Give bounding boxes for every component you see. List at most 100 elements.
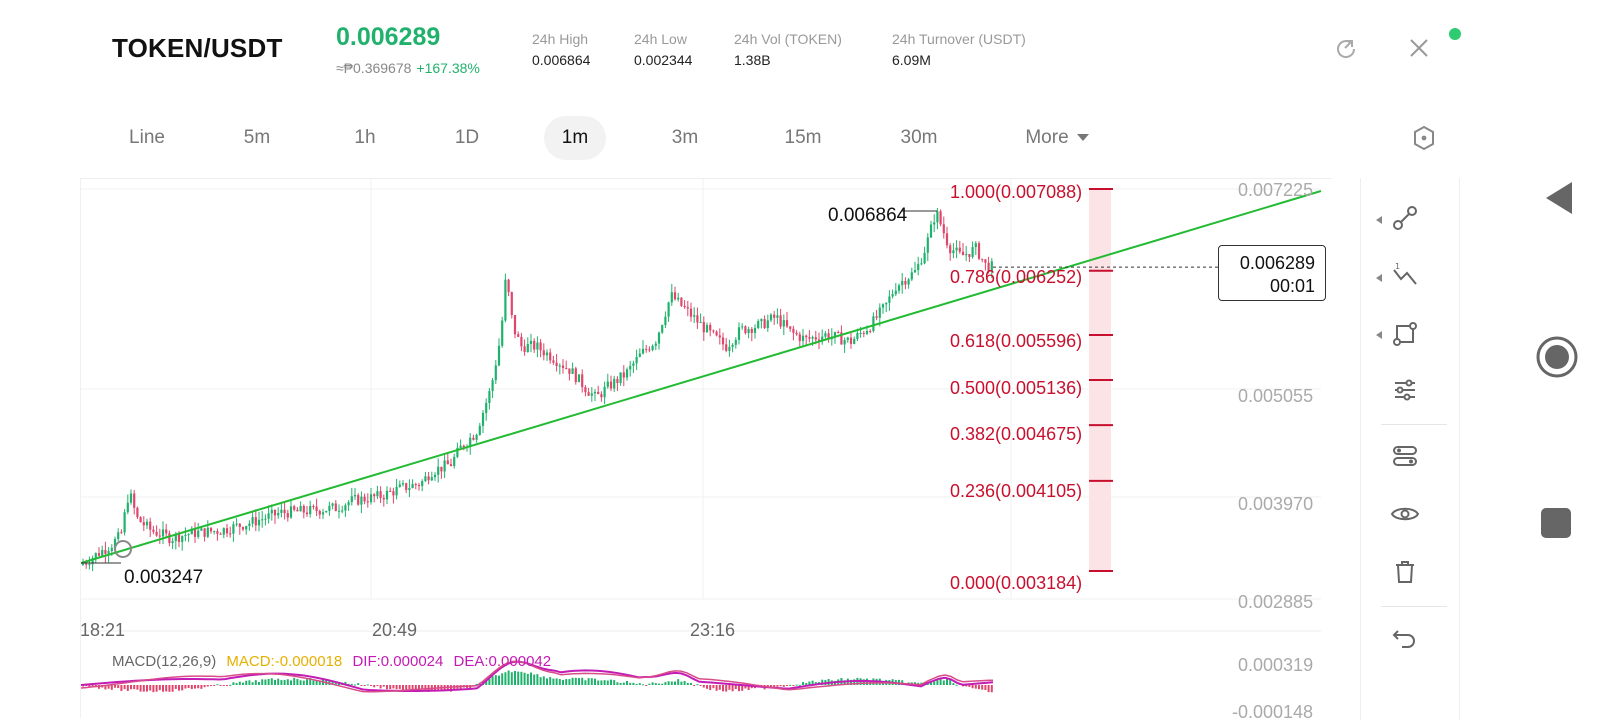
stat-volume: 24h Vol (TOKEN) 1.38B [734, 31, 842, 68]
stat-high: 24h High 0.006864 [532, 31, 590, 68]
stat-label: 24h High [532, 31, 589, 47]
candle-body [875, 316, 878, 318]
visibility-eye-icon[interactable] [1389, 498, 1421, 530]
candle-body [91, 558, 94, 565]
candle-body [603, 386, 606, 398]
macd-histogram-bar [635, 683, 638, 685]
expand-caret-icon[interactable] [1376, 216, 1382, 224]
macd-histogram-bar [123, 685, 126, 690]
macd-histogram-bar [366, 684, 369, 686]
candle-body [795, 332, 798, 335]
macd-dea-line [81, 660, 994, 693]
expand-caret-icon[interactable] [1376, 274, 1382, 282]
macd-histogram-bar [354, 684, 356, 686]
trendline-tool-icon[interactable] [1389, 202, 1421, 234]
candle-body [577, 374, 581, 383]
macd-histogram-bar [776, 685, 779, 687]
macd-histogram-bar [344, 681, 347, 685]
candle-body [443, 460, 446, 472]
style-settings-icon[interactable] [1389, 440, 1421, 472]
current-price: 0.006289 [1239, 253, 1315, 273]
candlestick-chart[interactable] [81, 179, 1333, 719]
candle-body [280, 509, 283, 513]
y-tick: 0.002885 [1238, 592, 1314, 612]
macd-histogram-bar [142, 685, 145, 692]
tab-more[interactable]: More [1012, 116, 1102, 160]
candle-body [501, 320, 504, 346]
tool-separator [1381, 424, 1447, 425]
macd-histogram-bar [674, 681, 676, 685]
tab-1d[interactable]: 1D [454, 127, 480, 148]
macd-histogram-bar [254, 680, 257, 685]
candle-body [101, 550, 104, 556]
candle-body [318, 511, 321, 515]
indicator-settings-icon[interactable] [1389, 374, 1421, 406]
tab-5m[interactable]: 5m [243, 127, 271, 148]
candle-body [440, 466, 443, 472]
candle-body [158, 535, 161, 537]
back-nav-icon[interactable] [1540, 178, 1576, 218]
tab-1m[interactable]: 1m [544, 116, 606, 160]
candle-body [190, 528, 193, 535]
home-nav-icon[interactable] [1534, 334, 1580, 380]
candle-body [654, 343, 657, 346]
candle-body [392, 491, 395, 496]
macd-histogram-bar [418, 685, 420, 691]
macd-histogram-bar [146, 685, 148, 692]
recents-nav-icon[interactable] [1538, 505, 1574, 541]
candle-body [565, 367, 568, 369]
fib-tool-icon[interactable]: 1 [1389, 260, 1421, 292]
macd-histogram-bar [901, 680, 904, 685]
candle-body [958, 247, 961, 252]
refresh-icon[interactable] [1333, 36, 1359, 62]
candle-body [222, 528, 225, 535]
fib-level: 0.786(0.006252) [950, 267, 1083, 287]
macd-histogram-bar [613, 680, 616, 685]
candle-body [296, 509, 299, 512]
macd-histogram-bar [965, 685, 968, 687]
macd-histogram-bar [504, 672, 507, 685]
candle-body [609, 381, 613, 389]
macd-histogram-bar [267, 678, 270, 685]
close-icon[interactable] [1407, 36, 1431, 60]
undo-icon[interactable] [1389, 622, 1421, 654]
tab-15m[interactable]: 15m [784, 127, 822, 148]
macd-histogram-bar [626, 680, 628, 685]
candle-body [699, 322, 702, 324]
candle-body [955, 247, 958, 251]
candle-body [395, 486, 398, 496]
macd-histogram-bar [498, 675, 500, 685]
candle-body [245, 526, 248, 530]
macd-histogram-bar [555, 678, 558, 685]
tab-more-label: More [1025, 127, 1069, 148]
macd-histogram-bar [680, 681, 683, 685]
candle-body [536, 342, 539, 350]
candle-body [715, 331, 718, 336]
candle-body [734, 339, 737, 345]
chart-area[interactable] [80, 178, 1332, 718]
candle-body [142, 522, 145, 526]
candle-body [302, 506, 305, 513]
candle-body [677, 297, 680, 300]
candle-body [910, 272, 913, 280]
shape-tool-icon[interactable] [1389, 318, 1421, 350]
candle-body [110, 547, 113, 551]
tab-30m[interactable]: 30m [900, 127, 938, 148]
macd-histogram-bar [805, 683, 808, 685]
tab-1h[interactable]: 1h [354, 127, 376, 148]
macd-histogram-bar [88, 685, 91, 688]
macd-histogram-bar [578, 678, 580, 685]
tab-3m[interactable]: 3m [671, 127, 699, 148]
candle-body [113, 539, 117, 548]
candle-body [430, 477, 433, 481]
candle-body [459, 445, 462, 448]
trendline-path [81, 190, 1322, 564]
chart-settings-icon[interactable] [1410, 124, 1438, 152]
tab-line[interactable]: Line [129, 127, 165, 148]
candle-body [357, 495, 360, 505]
delete-trash-icon[interactable] [1389, 556, 1421, 588]
expand-caret-icon[interactable] [1376, 331, 1382, 339]
macd-histogram-bar [802, 682, 804, 685]
candle-body [209, 527, 213, 532]
candle-body [779, 315, 782, 327]
